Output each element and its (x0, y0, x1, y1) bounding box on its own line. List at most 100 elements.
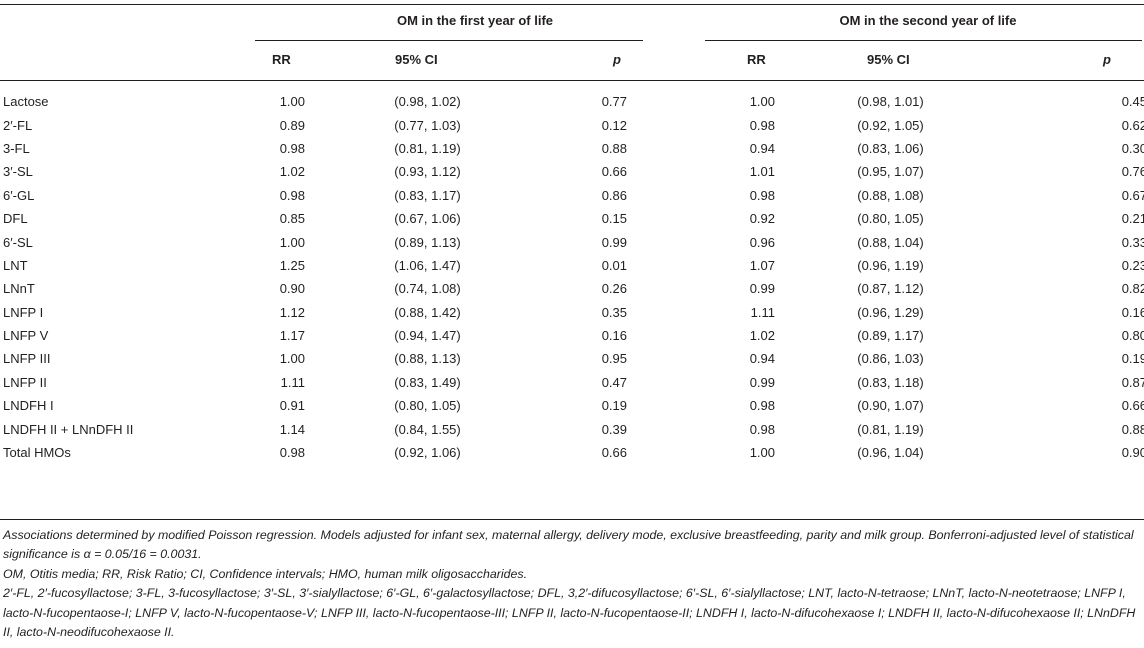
rr-first-cell: 0.98 (279, 187, 305, 203)
hmo-name-cell: LNDFH I (3, 398, 54, 414)
table-footnotes: Associations determined by modified Pois… (3, 526, 1141, 642)
ci-second-cell: (0.80, 1.05) (857, 211, 924, 227)
ci-second-cell: (0.83, 1.18) (857, 374, 924, 390)
table-row: Lactose 1.00 (0.98, 1.02) 0.77 1.00 (0.98, 1.… (0, 90, 1144, 113)
p-second-cell: 0.21 (1121, 211, 1144, 227)
ci-second-cell: (0.88, 1.08) (857, 187, 924, 203)
p-second-cell: 0.19 (1121, 351, 1144, 367)
p-first-cell: 0.88 (601, 140, 627, 156)
col-header-ci-second: 95% CI (867, 52, 910, 67)
p-first-cell: 0.12 (601, 117, 627, 133)
rr-first-cell: 1.14 (279, 421, 305, 437)
group-rule-first-year (255, 40, 643, 41)
table-bottom-rule (0, 519, 1144, 520)
hmo-name-cell: 3′-SL (3, 164, 33, 180)
ci-first-cell: (0.93, 1.12) (394, 164, 461, 180)
table-top-rule (0, 4, 1144, 5)
footnote-hmo-definitions: 2′-FL, 2′-fucosyllactose; 3-FL, 3-fucosy… (3, 586, 1136, 640)
hmo-name-cell: DFL (3, 211, 28, 227)
p-second-cell: 0.82 (1121, 281, 1144, 297)
p-first-cell: 0.86 (601, 187, 627, 203)
rr-second-cell: 0.98 (749, 398, 775, 414)
rr-second-cell: 0.94 (749, 140, 775, 156)
p-second-cell: 0.30 (1121, 140, 1144, 156)
p-second-cell: 0.76 (1121, 164, 1144, 180)
rr-second-cell: 0.98 (749, 421, 775, 437)
ci-first-cell: (0.80, 1.05) (394, 398, 461, 414)
p-second-cell: 0.87 (1121, 374, 1144, 390)
ci-second-cell: (0.98, 1.01) (857, 94, 924, 110)
rr-second-cell: 0.92 (749, 211, 775, 227)
rr-second-cell: 0.99 (749, 281, 775, 297)
p-first-cell: 0.15 (601, 211, 627, 227)
ci-second-cell: (0.83, 1.06) (857, 140, 924, 156)
rr-first-cell: 1.11 (280, 374, 305, 390)
p-first-cell: 0.47 (601, 374, 627, 390)
hmo-name-cell: Total HMOs (3, 445, 71, 461)
p-second-cell: 0.66 (1121, 398, 1144, 414)
col-header-p-second: p (1103, 52, 1111, 67)
ci-first-cell: (0.94, 1.47) (394, 328, 461, 344)
ci-second-cell: (0.96, 1.19) (857, 257, 924, 273)
ci-first-cell: (0.98, 1.02) (394, 94, 461, 110)
p-first-cell: 0.16 (601, 328, 627, 344)
ci-second-cell: (0.92, 1.05) (857, 117, 924, 133)
table-row: 3-FL 0.98 (0.81, 1.19) 0.88 0.94 (0.83, 1.06)… (0, 137, 1144, 160)
ci-first-cell: (0.92, 1.06) (394, 445, 461, 461)
table-row: 2′-FL 0.89 (0.77, 1.03) 0.12 0.98 (0.92, 1.05… (0, 113, 1144, 136)
p-second-cell: 0.16 (1121, 304, 1144, 320)
ci-second-cell: (0.96, 1.04) (857, 445, 924, 461)
footnote-methods: Associations determined by modified Pois… (3, 528, 1134, 562)
table-row: LNFP II 1.11 (0.83, 1.49) 0.47 0.99 (0.83, 1.… (0, 371, 1144, 394)
p-first-cell: 0.19 (601, 398, 627, 414)
hmo-name-cell: LNFP I (3, 304, 44, 320)
table-row: LNFP V 1.17 (0.94, 1.47) 0.16 1.02 (0.89, 1.1… (0, 324, 1144, 347)
ci-second-cell: (0.95, 1.07) (857, 164, 924, 180)
rr-first-cell: 1.00 (279, 234, 305, 250)
table-row: LNDFH II + LNnDFH II 1.14 (0.84, 1.55) 0.39… (0, 417, 1144, 440)
p-first-cell: 0.66 (601, 445, 627, 461)
rr-second-cell: 0.94 (749, 351, 775, 367)
rr-second-cell: 1.02 (749, 328, 775, 344)
hmo-name-cell: LNnT (3, 281, 35, 297)
ci-second-cell: (0.86, 1.03) (857, 351, 924, 367)
table-row: DFL 0.85 (0.67, 1.06) 0.15 0.92 (0.80, 1.05) 0… (0, 207, 1144, 230)
rr-second-cell: 1.01 (749, 164, 775, 180)
p-first-cell: 0.01 (601, 257, 627, 273)
rr-first-cell: 1.12 (279, 304, 305, 320)
ci-first-cell: (0.81, 1.19) (394, 140, 461, 156)
ci-first-cell: (0.83, 1.49) (394, 374, 461, 390)
p-first-cell: 0.99 (601, 234, 627, 250)
table-row: LNFP I 1.12 (0.88, 1.42) 0.35 1.11 (0.96, 1.2… (0, 301, 1144, 324)
p-second-cell: 0.80 (1121, 328, 1144, 344)
rr-first-cell: 0.91 (279, 398, 305, 414)
rr-second-cell: 0.99 (749, 374, 775, 390)
ci-first-cell: (0.83, 1.17) (394, 187, 461, 203)
table-row: Total HMOs 0.98 (0.92, 1.06) 0.66 1.00 (0.96,… (0, 441, 1144, 464)
rr-second-cell: 1.00 (749, 445, 775, 461)
p-second-cell: 0.90 (1121, 445, 1144, 461)
ci-first-cell: (0.67, 1.06) (394, 211, 461, 227)
table-row: 6′-SL 1.00 (0.89, 1.13) 0.99 0.96 (0.88, 1.04… (0, 230, 1144, 253)
hmo-name-cell: 3-FL (3, 140, 30, 156)
table-row: LNFP III 1.00 (0.88, 1.13) 0.95 0.94 (0.86, 1… (0, 347, 1144, 370)
p-second-cell: 0.62 (1121, 117, 1144, 133)
rr-first-cell: 0.85 (279, 211, 305, 227)
ci-first-cell: (0.89, 1.13) (394, 234, 461, 250)
hmo-name-cell: 6′-GL (3, 187, 35, 203)
p-first-cell: 0.66 (601, 164, 627, 180)
p-first-cell: 0.26 (601, 281, 627, 297)
rr-first-cell: 0.89 (279, 117, 305, 133)
rr-second-cell: 0.98 (749, 117, 775, 133)
ci-first-cell: (0.88, 1.13) (394, 351, 461, 367)
hmo-name-cell: Lactose (3, 94, 49, 110)
table-row: LNDFH I 0.91 (0.80, 1.05) 0.19 0.98 (0.90, 1.… (0, 394, 1144, 417)
hmo-name-cell: 2′-FL (3, 117, 33, 133)
rr-first-cell: 0.90 (279, 281, 305, 297)
p-first-cell: 0.77 (601, 94, 627, 110)
footnote-abbreviations: OM, Otitis media; RR, Risk Ratio; CI, Co… (3, 566, 528, 581)
ci-first-cell: (0.84, 1.55) (394, 421, 461, 437)
rr-first-cell: 1.02 (279, 164, 305, 180)
ci-second-cell: (0.96, 1.29) (857, 304, 924, 320)
